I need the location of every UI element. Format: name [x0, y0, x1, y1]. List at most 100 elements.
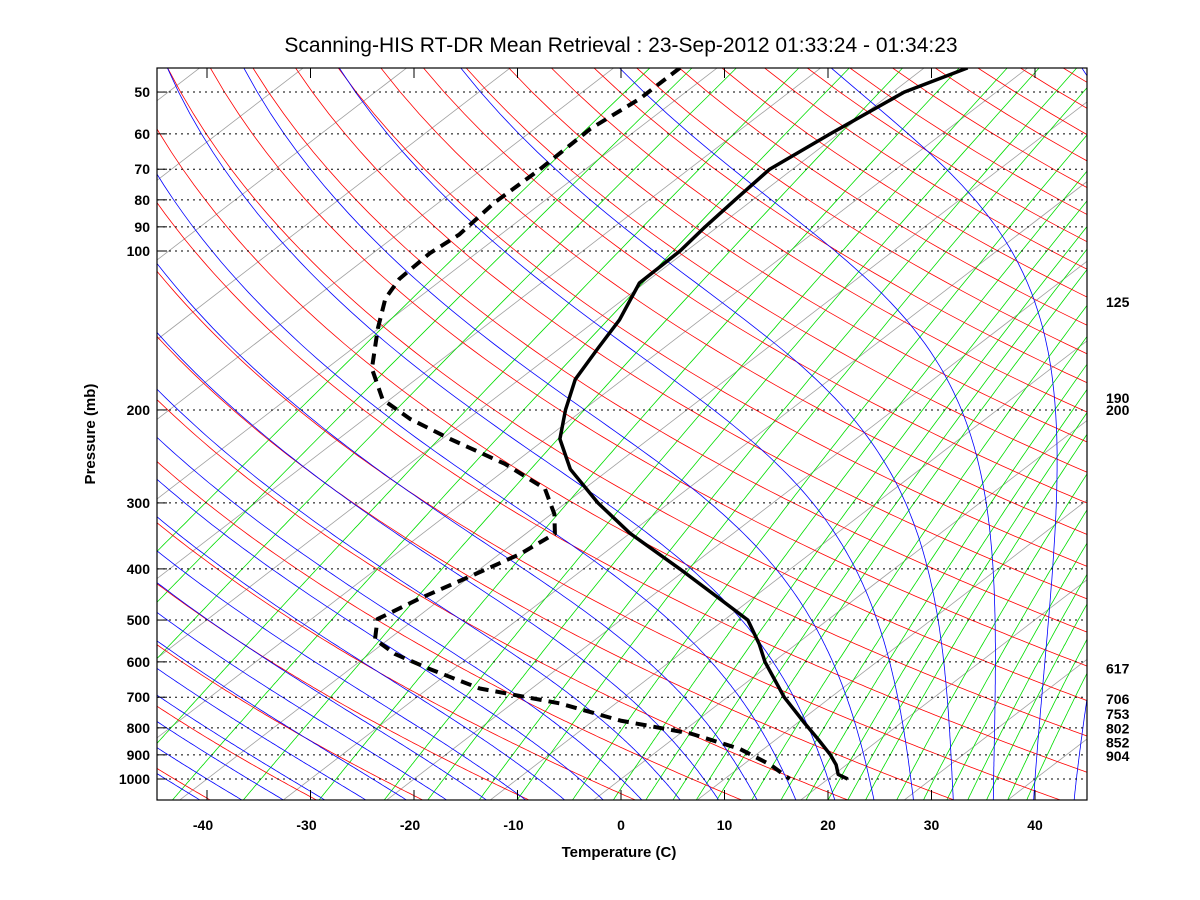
- dry-adiabat-line: [422, 68, 1087, 504]
- plot-frame: [156, 67, 1088, 801]
- dry-adiabat-line: [167, 68, 1087, 702]
- moist-adiabat-line: [157, 550, 527, 800]
- isotherm-line: [157, 68, 615, 420]
- axes: 5060708090100200300400500600700800900100…: [119, 68, 1130, 833]
- y-tick-label: 90: [134, 219, 150, 235]
- dry-adiabat-line: [295, 68, 1087, 600]
- right-pressure-label: 200: [1106, 402, 1130, 418]
- y-tick-label: 1000: [119, 771, 150, 787]
- right-pressure-label: 706: [1106, 691, 1130, 707]
- moist-adiabat-line: [157, 436, 643, 800]
- x-tick-label: 10: [717, 817, 733, 833]
- mixing-ratio-line: [427, 68, 1040, 800]
- moist-adiabat-line: [157, 478, 604, 800]
- moist-adiabat-line: [157, 582, 488, 800]
- mixing-ratio-line: [645, 200, 1087, 800]
- mixing-ratio-line: [242, 68, 904, 800]
- dry-adiabat-line: [157, 705, 318, 800]
- isotherm-line: [903, 658, 1087, 800]
- dry-adiabat-line: [157, 270, 1062, 800]
- right-pressure-label: 125: [1106, 294, 1130, 310]
- x-tick-label: -40: [193, 817, 213, 833]
- moist-adiabat-line: [157, 611, 448, 800]
- mixing-ratio-line: [157, 68, 800, 744]
- moist-adiabat-line: [157, 694, 326, 800]
- y-tick-label: 300: [127, 495, 151, 511]
- mixing-ratio-line: [1026, 672, 1087, 800]
- isotherm-line: [157, 68, 822, 580]
- isotherm-line: [157, 68, 304, 181]
- mixing-ratio-line: [171, 68, 850, 800]
- moist-adiabat-line: [157, 173, 797, 800]
- right-pressure-label: 802: [1106, 720, 1130, 736]
- moist-adiabat-line: [830, 68, 1058, 800]
- right-pressure-label: 753: [1106, 706, 1130, 722]
- y-tick-label: 60: [134, 126, 150, 142]
- mixing-ratio-line: [318, 68, 960, 800]
- moist-adiabat-line: [157, 331, 720, 800]
- mixing-ratio-line: [967, 573, 1087, 800]
- y-tick-label: 900: [127, 747, 151, 763]
- x-tick-label: -20: [400, 817, 420, 833]
- y-tick-label: 500: [127, 612, 151, 628]
- mixing-ratio-line: [986, 603, 1087, 800]
- right-pressure-label: 190: [1106, 390, 1130, 406]
- mixing-ratio-line: [478, 68, 1078, 800]
- mixing-ratio-line: [672, 225, 1087, 800]
- dry-adiabat-line: [157, 202, 1087, 773]
- y-tick-label: 800: [127, 720, 151, 736]
- x-tick-label: 40: [1027, 817, 1043, 833]
- mixing-ratio-line: [157, 68, 651, 552]
- moist-adiabat-line: [167, 68, 836, 800]
- moist-adiabat-line: [157, 516, 566, 800]
- mixing-ratio-line: [695, 248, 1087, 800]
- y-tick-label: 70: [134, 161, 150, 177]
- isotherm-line: [800, 579, 1087, 800]
- mixing-ratio-line: [847, 411, 1087, 800]
- y-tick-label: 200: [127, 402, 151, 418]
- moist-adiabat-line: [157, 667, 367, 800]
- moist-adiabat-line: [243, 68, 875, 800]
- moist-adiabat-line: [157, 262, 758, 800]
- right-pressure-label: 904: [1106, 748, 1130, 764]
- dry-adiabat-line: [157, 644, 424, 800]
- dry-adiabat-line: [157, 461, 743, 800]
- x-tick-label: -10: [503, 817, 523, 833]
- mixing-ratio-line: [922, 509, 1087, 800]
- isotherm-line: [157, 68, 718, 500]
- y-tick-label: 400: [127, 561, 151, 577]
- moist-adiabat-line: [157, 388, 681, 800]
- background-lines: [157, 68, 1087, 800]
- x-tick-label: 20: [820, 817, 836, 833]
- isotherm-line: [386, 260, 1087, 800]
- mixing-ratio-line: [780, 335, 1087, 800]
- mixing-ratio-line: [571, 134, 1087, 800]
- y-tick-label: 700: [127, 689, 151, 705]
- moist-adiabat-line: [1073, 68, 1087, 800]
- y-axis-label: Pressure (mb): [82, 384, 99, 485]
- moist-adiabat-line: [157, 640, 408, 800]
- moist-adiabat-line: [157, 721, 285, 800]
- chart-title: Scanning-HIS RT-DR Mean Retrieval : 23-S…: [284, 34, 957, 57]
- mixing-ratio-line: [896, 473, 1087, 800]
- dry-adiabat-line: [157, 399, 849, 800]
- mixing-ratio-line: [516, 87, 1087, 800]
- y-tick-label: 600: [127, 654, 151, 670]
- mixing-ratio-line: [612, 170, 1087, 800]
- moist-adiabat-line: [619, 68, 996, 800]
- profiles: [369, 68, 969, 781]
- isotherm-line: [157, 68, 925, 659]
- mixing-ratio-line: [946, 542, 1087, 800]
- mixing-ratio-line: [751, 304, 1087, 800]
- isotherm-line: [157, 68, 511, 341]
- right-pressure-label: 852: [1106, 734, 1130, 750]
- y-tick-label: 50: [134, 84, 150, 100]
- dry-adiabat-line: [157, 128, 1087, 737]
- dry-adiabat-line: [157, 522, 637, 800]
- moist-adiabat-line: [460, 68, 954, 800]
- y-tick-label: 80: [134, 192, 150, 208]
- x-tick-label: 0: [617, 817, 625, 833]
- mixing-ratio-line: [383, 68, 1008, 800]
